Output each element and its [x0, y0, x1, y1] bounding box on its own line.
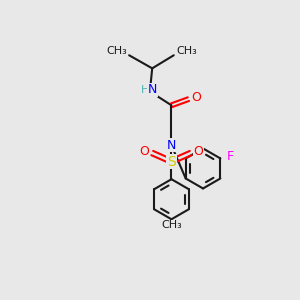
Text: CH₃: CH₃: [161, 220, 182, 230]
Text: F: F: [226, 150, 234, 164]
Text: S: S: [167, 154, 176, 169]
Text: CH₃: CH₃: [176, 46, 197, 56]
Text: O: O: [191, 91, 201, 104]
Text: N: N: [148, 83, 157, 96]
Text: H: H: [141, 85, 149, 95]
Text: O: O: [140, 145, 149, 158]
Text: CH₃: CH₃: [106, 46, 127, 56]
Text: O: O: [194, 145, 203, 158]
Text: N: N: [167, 139, 176, 152]
